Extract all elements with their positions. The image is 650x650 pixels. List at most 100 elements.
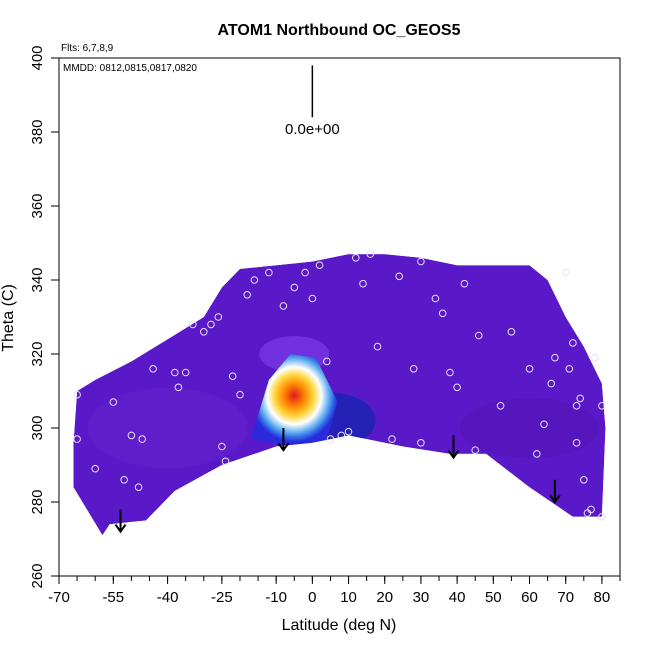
observation-point	[207, 320, 215, 329]
observation-point	[587, 505, 595, 514]
observation-point	[507, 328, 516, 336]
observation-point	[409, 365, 418, 373]
observation-point	[181, 368, 190, 377]
observation-point	[174, 383, 183, 392]
x-tick-label: 60	[521, 589, 538, 606]
observation-point	[533, 450, 541, 458]
y-tick-label: 340	[29, 267, 46, 292]
observation-point	[323, 357, 331, 366]
observation-markers	[73, 250, 606, 521]
observation-point	[366, 250, 375, 258]
observation-point	[438, 309, 447, 318]
observation-point	[540, 420, 548, 429]
observation-point	[572, 439, 581, 447]
observation-point	[218, 442, 226, 451]
observation-point	[431, 294, 440, 303]
observation-point	[373, 342, 382, 351]
plume-maximum	[250, 354, 338, 447]
observation-point	[572, 402, 581, 410]
observation-point	[525, 365, 534, 373]
x-tick-label: -70	[48, 589, 70, 606]
x-tick-label: 50	[485, 589, 502, 606]
observation-point	[91, 464, 99, 473]
observation-point	[471, 446, 480, 455]
observation-point	[417, 439, 425, 447]
y-axis-label: Theta (C)	[0, 284, 17, 352]
observation-point	[214, 313, 223, 321]
observation-point	[73, 390, 81, 399]
observation-point	[352, 253, 360, 262]
flight-arrow	[447, 435, 460, 460]
observation-point	[598, 402, 606, 410]
x-tick-label: 30	[413, 589, 430, 606]
flight-arrow	[549, 479, 561, 504]
observation-point	[326, 435, 335, 443]
observation-point	[189, 320, 197, 329]
axes: -70 -55 -40 -25 -10 0 10 20 30 40 50 60 70 80 260 280 30…	[29, 45, 621, 606]
x-tick-label: 70	[557, 589, 574, 606]
observation-point	[417, 257, 425, 266]
observation-point	[171, 368, 179, 377]
x-tick-label: 40	[449, 589, 466, 606]
y-tick-label: 260	[29, 563, 46, 588]
observation-point	[547, 379, 556, 388]
observation-point	[598, 513, 606, 521]
x-tick-label: -55	[102, 589, 124, 606]
observation-point	[301, 268, 309, 277]
field-patch	[459, 398, 600, 458]
observation-point	[236, 390, 244, 399]
y-tick-label: 360	[29, 193, 46, 218]
dates-label: MMDD: 0812,0815,0817,0820	[63, 63, 197, 74]
observation-point	[127, 431, 136, 440]
observation-point	[279, 302, 288, 310]
y-tick-label: 280	[29, 489, 46, 514]
plot-frame	[58, 57, 621, 577]
observation-point	[337, 431, 346, 440]
observation-point	[221, 457, 230, 466]
x-tick-label: -25	[211, 589, 233, 606]
observation-point	[576, 394, 585, 403]
x-tick-label: -40	[157, 589, 179, 606]
observation-point	[120, 476, 128, 484]
observation-point	[359, 279, 367, 288]
y-tick-label: 380	[29, 119, 46, 144]
observation-point	[388, 435, 396, 443]
field-patch	[87, 388, 248, 468]
x-tick-label: -10	[265, 589, 287, 606]
observation-point	[590, 353, 599, 362]
observation-point	[228, 372, 237, 381]
flight-arrows	[114, 428, 561, 534]
observation-point	[395, 272, 404, 281]
observation-point	[475, 331, 483, 340]
observation-point	[446, 368, 454, 377]
x-tick-label: 10	[340, 589, 357, 606]
x-tick-label: 20	[376, 589, 393, 606]
observation-point	[460, 279, 469, 288]
observation-point	[149, 365, 157, 373]
observation-point	[109, 398, 118, 406]
flights-label: Flts: 6,7,8,9	[61, 43, 114, 54]
observation-point	[308, 294, 317, 303]
flight-arrow	[114, 509, 127, 534]
observation-point	[496, 402, 505, 410]
observation-point	[290, 283, 299, 292]
observation-point	[265, 268, 273, 277]
x-axis-label: Latitude (deg N)	[282, 617, 397, 634]
observation-point	[134, 483, 143, 492]
observation-point	[138, 435, 146, 443]
observation-point	[565, 365, 574, 373]
observation-point	[561, 268, 570, 277]
chart-title: ATOM1 Northbound OC_GEOS5	[218, 22, 461, 39]
observation-point	[453, 383, 461, 392]
observation-point	[315, 261, 324, 270]
x-tick-label: 80	[594, 589, 611, 606]
observation-point	[250, 276, 259, 284]
concentration-field	[73, 254, 606, 536]
observation-point	[580, 476, 588, 484]
flight-arrow	[277, 428, 290, 452]
observation-point	[344, 427, 353, 436]
observation-point	[200, 328, 208, 336]
x-tick-label: 0	[308, 589, 316, 606]
y-tick-label: 300	[29, 415, 46, 440]
